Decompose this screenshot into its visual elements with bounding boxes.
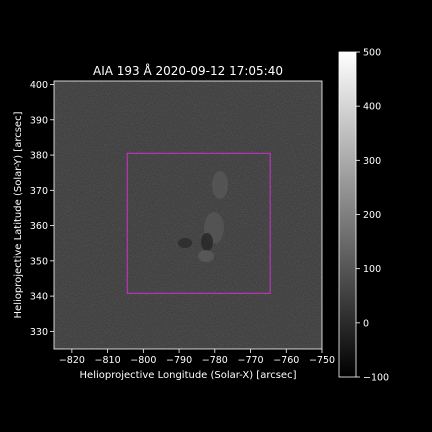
y-tick-label: 360 xyxy=(30,221,48,232)
colorbar-tick-label: 100 xyxy=(363,264,381,275)
colorbar-ticks: −100 0 100 200 300 400 500 xyxy=(356,48,389,384)
colorbar-gradient xyxy=(339,52,356,377)
x-tick-label: −820 xyxy=(59,355,85,366)
y-tick-label: 380 xyxy=(30,151,48,162)
colorbar: −100 0 100 200 300 400 500 xyxy=(338,48,389,384)
x-tick-label: −810 xyxy=(95,355,121,366)
y-tick-label: 340 xyxy=(30,292,48,303)
y-tick-label: 370 xyxy=(30,186,48,197)
y-axis-label: Helioprojective Latitude (Solar-Y) [arcs… xyxy=(13,111,24,318)
dark-spot-feature xyxy=(178,238,192,248)
plot-area: −820 −810 −800 −790 −780 −770 −760 −750 3303403… xyxy=(30,80,335,366)
x-tick-label: −780 xyxy=(202,355,228,366)
x-tick-label: −760 xyxy=(273,355,299,366)
x-axis-label: Helioprojective Longitude (Solar-X) [arc… xyxy=(80,370,297,381)
colorbar-tick-label: 200 xyxy=(363,210,381,221)
x-tick-label: −800 xyxy=(130,355,156,366)
colorbar-tick-label: 400 xyxy=(363,102,381,113)
bright-patch-feature xyxy=(198,250,214,262)
colorbar-tick-label: 300 xyxy=(363,156,381,167)
y-axis-ticks: 330 340 350 360 370 380 390 400 xyxy=(30,80,54,338)
chart-title: AIA 193 Å 2020-09-12 17:05:40 xyxy=(93,63,283,78)
x-axis-ticks: −820 −810 −800 −790 −780 −770 −760 −750 xyxy=(59,349,335,366)
colorbar-tick-label: 500 xyxy=(363,48,381,59)
y-tick-label: 390 xyxy=(30,115,48,126)
region-of-interest-box xyxy=(126,152,271,294)
bright-loop-feature xyxy=(212,171,228,199)
y-tick-label: 330 xyxy=(30,327,48,338)
active-region-features xyxy=(178,171,228,262)
x-tick-label: −750 xyxy=(309,355,335,366)
image-noise-texture xyxy=(54,81,322,349)
y-tick-label: 400 xyxy=(30,80,48,91)
image-frame xyxy=(53,80,323,350)
x-tick-label: −770 xyxy=(237,355,263,366)
x-tick-label: −790 xyxy=(166,355,192,366)
y-tick-label: 350 xyxy=(30,256,48,267)
dark-core-feature xyxy=(201,233,213,251)
colorbar-tick-label: −100 xyxy=(363,373,389,384)
colorbar-tick-label: 0 xyxy=(363,318,369,329)
